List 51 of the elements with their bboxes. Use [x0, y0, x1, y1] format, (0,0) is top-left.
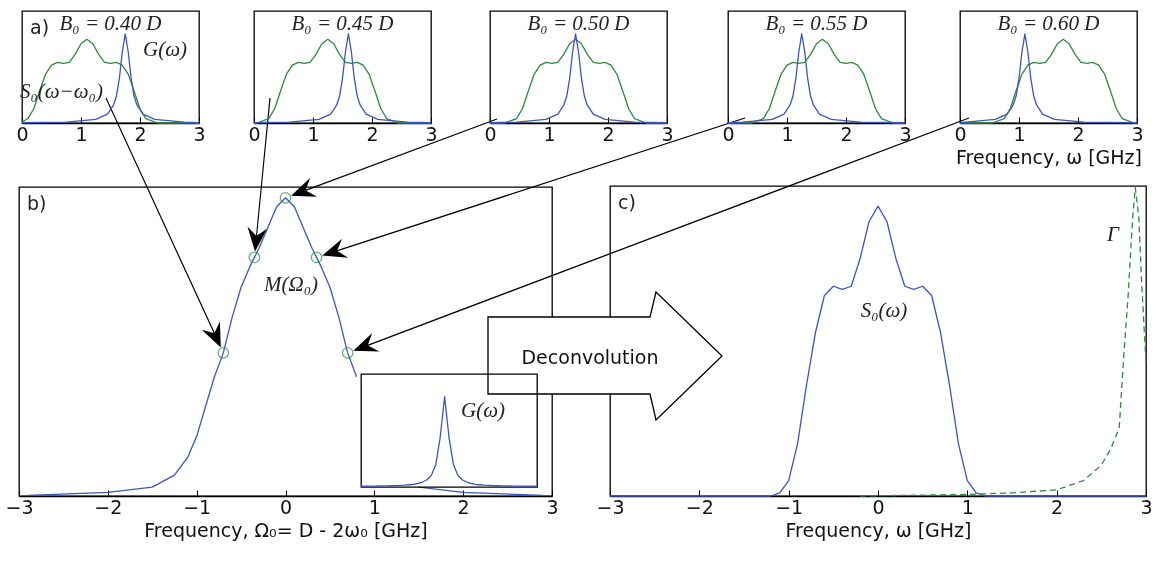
x-tick-label: 0	[872, 495, 885, 518]
chart-title: B₀ = 0.45 D	[291, 11, 394, 35]
x-tick-label: −3	[596, 495, 625, 518]
x-tick-label: −1	[183, 495, 212, 518]
x-tick-label: 2	[366, 122, 379, 145]
x-tick-label: 3	[1131, 122, 1144, 145]
annotation: G(ω)	[143, 37, 187, 61]
x-tick-label: 3	[425, 122, 438, 145]
x-tick-label: 2	[1051, 495, 1064, 518]
chart-title: B₀ = 0.50 D	[527, 11, 630, 35]
annotation: b)	[27, 192, 47, 214]
x-tick-label: 1	[75, 122, 88, 145]
x-tick-label: 2	[1072, 122, 1085, 145]
x-tick-label: 3	[899, 122, 912, 145]
x-tick-label: 3	[661, 122, 674, 145]
x-tick-label: 2	[602, 122, 615, 145]
x-tick-label: 0	[248, 122, 261, 145]
annotation: a)	[30, 16, 50, 38]
x-tick-label: 1	[1013, 122, 1026, 145]
x-tick-label: −3	[5, 495, 34, 518]
x-tick-label: −2	[685, 495, 714, 518]
x-tick-label: 3	[193, 122, 206, 145]
x-tick-label: −1	[775, 495, 804, 518]
chart-title: B₀ = 0.55 D	[765, 11, 868, 35]
x-tick-label: 2	[457, 495, 470, 518]
x-tick-label: 2	[840, 122, 853, 145]
annotation: S₀(ω)	[860, 298, 908, 322]
x-axis-title: Frequency, ω [GHz]	[785, 518, 972, 541]
x-tick-label: −2	[94, 495, 123, 518]
chart-title: B₀ = 0.60 D	[997, 11, 1100, 35]
x-axis-title: Frequency, Ω₀= D - 2ω₀ [GHz]	[144, 518, 428, 541]
x-tick-label: 3	[546, 495, 559, 518]
x-tick-label: 0	[954, 122, 967, 145]
x-tick-label: 1	[961, 495, 974, 518]
annotation: c)	[618, 191, 636, 213]
x-tick-label: 0	[722, 122, 735, 145]
annotation: Deconvolution	[521, 346, 659, 368]
x-tick-label: 0	[16, 122, 29, 145]
annotation: G(ω)	[461, 398, 505, 422]
x-tick-label: 2	[134, 122, 147, 145]
x-tick-label: 1	[368, 495, 381, 518]
x-tick-label: 0	[279, 495, 293, 518]
x-tick-label: 1	[543, 122, 556, 145]
x-tick-label: 3	[1140, 495, 1153, 518]
x-tick-label: 0	[484, 122, 497, 145]
annotation: M(Ω₀)	[263, 272, 318, 296]
chart-title: B₀ = 0.40 D	[59, 11, 162, 35]
annotation: Γ	[1106, 222, 1121, 246]
x-tick-label: 1	[781, 122, 794, 145]
x-tick-label: 1	[307, 122, 320, 145]
x-axis-title: Frequency, ω [GHz]	[956, 145, 1142, 168]
